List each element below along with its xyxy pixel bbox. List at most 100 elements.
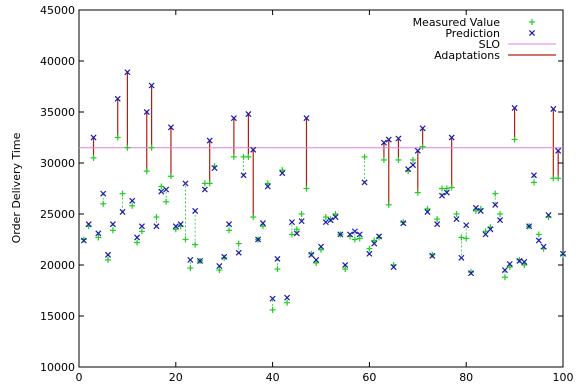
connector-layer <box>83 156 564 310</box>
y-tick-label: 15000 <box>40 310 75 323</box>
prediction-point-b <box>182 180 189 187</box>
prediction-point-b <box>497 217 504 224</box>
measured-point <box>530 179 537 186</box>
prediction-point <box>201 186 208 193</box>
prediction-point-b <box>322 219 329 226</box>
x-tick-label: 100 <box>553 371 574 381</box>
y-tick-label: 35000 <box>40 106 75 119</box>
prediction-point-b <box>250 146 257 153</box>
adaptation-layer <box>92 72 559 218</box>
y-tick-label: 25000 <box>40 208 75 221</box>
prediction-point <box>264 183 271 190</box>
measured-point <box>560 251 566 258</box>
prediction-point <box>288 219 295 226</box>
prediction-point <box>240 172 247 179</box>
prediction-point-b <box>129 197 136 204</box>
prediction-point-b <box>143 108 150 116</box>
measured-point <box>395 156 402 163</box>
prediction-point-b <box>298 218 305 225</box>
measured-point <box>434 216 441 223</box>
prediction-point <box>545 211 552 219</box>
prediction-point-b <box>414 147 421 154</box>
measured-point <box>318 246 324 253</box>
prediction-point-b <box>472 204 479 211</box>
prediction-point <box>322 219 329 226</box>
measured-point <box>284 299 291 306</box>
prediction-point <box>230 115 237 122</box>
prediction-point-b <box>216 262 223 270</box>
prediction-point-b <box>342 261 349 269</box>
prediction-point-b <box>530 172 537 179</box>
prediction-point <box>167 124 174 131</box>
prediction-point <box>555 147 562 154</box>
measured-point <box>492 190 499 197</box>
x-tick-label: 40 <box>266 371 280 381</box>
measured-point <box>506 264 513 271</box>
measured-point <box>313 259 320 266</box>
prediction-point <box>235 249 242 256</box>
prediction-point <box>530 172 537 179</box>
prediction-point <box>356 231 363 238</box>
prediction-point <box>148 82 155 89</box>
measured-point <box>105 256 112 263</box>
measured-point <box>235 240 242 247</box>
measured-point <box>192 241 199 248</box>
measured-point <box>371 237 378 244</box>
prediction-point-b <box>235 249 242 256</box>
prediction-point-b <box>347 231 354 238</box>
prediction-point <box>124 69 131 76</box>
y-tick-label: 45000 <box>40 4 75 17</box>
prediction-point <box>90 134 97 141</box>
measured-point <box>511 136 518 143</box>
measured-point <box>288 231 295 238</box>
prediction-point-b <box>511 104 518 111</box>
prediction-point-b <box>313 256 320 263</box>
prediction-point <box>158 188 165 195</box>
y-axis-label: Order Delivery Time <box>10 132 23 243</box>
prediction-point-b <box>501 267 508 274</box>
measured-point <box>153 214 160 221</box>
prediction-point-b <box>100 190 107 197</box>
prediction-point <box>109 221 116 228</box>
prediction-point-b <box>332 214 339 221</box>
legend-label: Prediction <box>445 27 500 40</box>
prediction-point-b <box>487 226 494 233</box>
prediction-point-b <box>303 115 310 122</box>
x-tick-label: 20 <box>169 371 183 381</box>
prediction-point <box>395 135 402 142</box>
prediction-point-b <box>196 257 204 264</box>
measured-point <box>172 226 179 233</box>
prediction-point <box>119 208 126 215</box>
prediction-point <box>419 125 426 132</box>
prediction-point-b <box>458 254 465 261</box>
prediction-point <box>409 162 416 169</box>
prediction-point <box>317 243 325 250</box>
measured-point <box>322 214 329 221</box>
prediction-point <box>138 223 145 230</box>
measured-point <box>468 269 475 276</box>
measured-point <box>143 168 150 175</box>
measured-point <box>448 184 455 191</box>
prediction-point <box>477 207 484 214</box>
prediction-point <box>298 218 305 225</box>
y-tick-label: 20000 <box>40 259 75 272</box>
prediction-point <box>385 136 392 143</box>
prediction-point-b <box>293 230 300 237</box>
measured-point <box>167 173 174 180</box>
prediction-point-b <box>477 207 484 214</box>
prediction-point-b <box>327 217 334 224</box>
prediction-point <box>516 257 523 264</box>
measured-point <box>163 198 170 205</box>
prediction-point <box>559 250 567 257</box>
prediction-point <box>497 217 504 224</box>
prediction-point-b <box>105 251 112 258</box>
measured-point <box>114 134 121 141</box>
measured-point <box>226 227 233 234</box>
prediction-point-b <box>540 243 547 250</box>
prediction-point <box>308 251 315 258</box>
prediction-point-b <box>419 125 426 132</box>
prediction-point <box>182 180 189 187</box>
prediction-point <box>255 236 262 243</box>
